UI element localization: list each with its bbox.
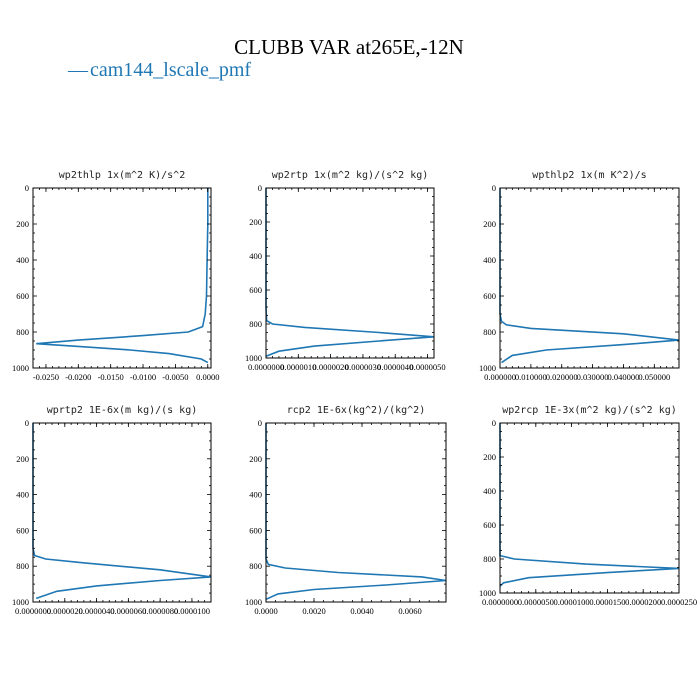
x-tick-label: 0.0000040 <box>377 362 413 372</box>
x-tick-label: 0.0000250 <box>661 597 697 607</box>
subplot-title: wprtp2 1E-6x(m kg)/(s kg) <box>47 405 198 416</box>
y-tick-label: 600 <box>16 525 29 535</box>
y-tick-label: 400 <box>483 486 496 496</box>
y-tick-label: 1000 <box>479 363 496 373</box>
subplot-grid: wp2thlp 1x(m^2 K)/s^2 0 200 400 600 800 1000 -0… <box>12 170 697 616</box>
x-tick-label: 0.0000040 <box>79 606 115 616</box>
y-tick-label: 1000 <box>245 353 262 363</box>
subplot-2: wp2rtp 1x(m^2 kg)/(s^2 kg) 0 200 400 600 800 1… <box>245 170 446 372</box>
y-tick-label: 0 <box>258 183 262 193</box>
series-line <box>499 423 680 587</box>
y-tick-label: 400 <box>16 255 29 265</box>
y-tick-label: 0 <box>492 183 496 193</box>
y-tick-label: 600 <box>483 520 496 530</box>
y-tick-label: 800 <box>483 554 496 564</box>
x-tick-label: -0.0100 <box>130 372 156 382</box>
y-tick-label: 1000 <box>245 597 262 607</box>
series-line <box>265 423 447 601</box>
y-tick-label: 400 <box>16 490 29 500</box>
y-tick-label: 200 <box>483 219 496 229</box>
x-tick-label: -0.0250 <box>33 372 59 382</box>
x-tick-label: -0.0150 <box>98 372 124 382</box>
x-tick-label: 0.0000050 <box>409 362 445 372</box>
y-tick-label: 200 <box>249 217 262 227</box>
x-tick-label: 0.020000 <box>546 372 578 382</box>
x-tick-label: 0.0000060 <box>110 606 146 616</box>
x-tick-label: 0.0000010 <box>280 362 316 372</box>
y-tick-label: 200 <box>16 219 29 229</box>
x-tick-label: 0.0000100 <box>554 597 590 607</box>
subplot-4: wprtp2 1E-6x(m kg)/(s kg) 0 200 400 600 800 10… <box>12 405 212 616</box>
x-tick-label: 0.0000000 <box>15 606 51 616</box>
x-tick-label: 0.0000 <box>196 372 219 382</box>
y-tick-label: 400 <box>483 255 496 265</box>
x-tick-label: 0.0040 <box>350 606 373 616</box>
x-tick-label: 0.050000 <box>638 372 670 382</box>
y-tick-label: 1000 <box>12 597 29 607</box>
x-tick-label: -0.0200 <box>65 372 91 382</box>
subplot-5: rcp2 1E-6x(kg^2)/(kg^2) 0 200 400 600 800 1000… <box>245 405 447 616</box>
y-tick-label: 1000 <box>479 588 496 598</box>
subplot-title: wpthlp2 1x(m K^2)/s <box>532 170 646 181</box>
x-tick-label: 0.0000150 <box>589 597 625 607</box>
y-tick-label: 0 <box>258 418 262 428</box>
subplot-title: wp2rtp 1x(m^2 kg)/(s^2 kg) <box>272 170 429 181</box>
x-tick-label: 0.0000200 <box>625 597 661 607</box>
y-tick-label: 600 <box>16 291 29 301</box>
axes-frame <box>265 187 435 359</box>
y-tick-label: 600 <box>249 285 262 295</box>
x-tick-label: 0.000000 <box>484 372 516 382</box>
y-tick-label: 1000 <box>12 363 29 373</box>
axes-frame <box>499 187 680 369</box>
subplot-3: wpthlp2 1x(m K^2)/s 0 200 400 600 800 10000.00… <box>479 170 680 382</box>
subplot-title: wp2rcp 1E-3x(m^2 kg)/(s^2 kg) <box>502 405 677 416</box>
y-tick-label: 200 <box>249 454 262 464</box>
series-line <box>36 188 209 364</box>
series-line <box>265 188 435 358</box>
y-tick-label: 0 <box>25 418 29 428</box>
x-tick-label: 0.0020 <box>302 606 325 616</box>
y-tick-label: 800 <box>16 561 29 571</box>
y-tick-label: 800 <box>483 327 496 337</box>
y-tick-label: 400 <box>249 251 262 261</box>
x-tick-label: 0.030000 <box>577 372 609 382</box>
y-tick-label: 400 <box>249 490 262 500</box>
x-tick-label: -0.0050 <box>162 372 188 382</box>
y-tick-label: 800 <box>249 319 262 329</box>
x-tick-label: 0.0000000 <box>482 597 518 607</box>
x-tick-label: 0.0000030 <box>345 362 381 372</box>
y-tick-label: 0 <box>25 183 29 193</box>
series-line <box>32 423 212 600</box>
x-tick-label: 0.0000000 <box>248 362 284 372</box>
y-tick-label: 200 <box>16 454 29 464</box>
y-tick-label: 600 <box>249 525 262 535</box>
x-tick-label: 0.0000020 <box>313 362 349 372</box>
y-tick-label: 0 <box>492 418 496 428</box>
y-tick-label: 200 <box>483 452 496 462</box>
y-tick-label: 600 <box>483 291 496 301</box>
x-tick-label: 0.0000020 <box>47 606 83 616</box>
x-tick-label: 0.0000050 <box>518 597 554 607</box>
x-tick-label: 0.0000080 <box>142 606 178 616</box>
figure-title: CLUBB VAR at265E,-12N <box>234 35 464 59</box>
subplot-title: rcp2 1E-6x(kg^2)/(kg^2) <box>287 405 425 416</box>
axes-frame <box>265 422 447 603</box>
x-tick-label: 0.0000 <box>254 606 277 616</box>
legend: — cam144_lscale_pmf <box>67 59 251 81</box>
subplot-6: wp2rcp 1E-3x(m^2 kg)/(s^2 kg) 0 200 400 600 8… <box>479 405 697 607</box>
subplot-1: wp2thlp 1x(m^2 K)/s^2 0 200 400 600 800 1000 -0… <box>12 170 219 382</box>
legend-label: cam144_lscale_pmf <box>90 59 251 81</box>
y-tick-label: 800 <box>16 327 29 337</box>
axes-frame <box>32 422 212 603</box>
x-tick-label: 0.0000100 <box>174 606 210 616</box>
y-tick-label: 800 <box>249 561 262 571</box>
subplot-title: wp2thlp 1x(m^2 K)/s^2 <box>59 170 185 181</box>
series-line <box>499 188 680 364</box>
x-tick-label: 0.0060 <box>398 606 421 616</box>
x-tick-label: 0.010000 <box>515 372 547 382</box>
x-tick-label: 0.040000 <box>608 372 640 382</box>
legend-marker: — <box>67 59 89 81</box>
